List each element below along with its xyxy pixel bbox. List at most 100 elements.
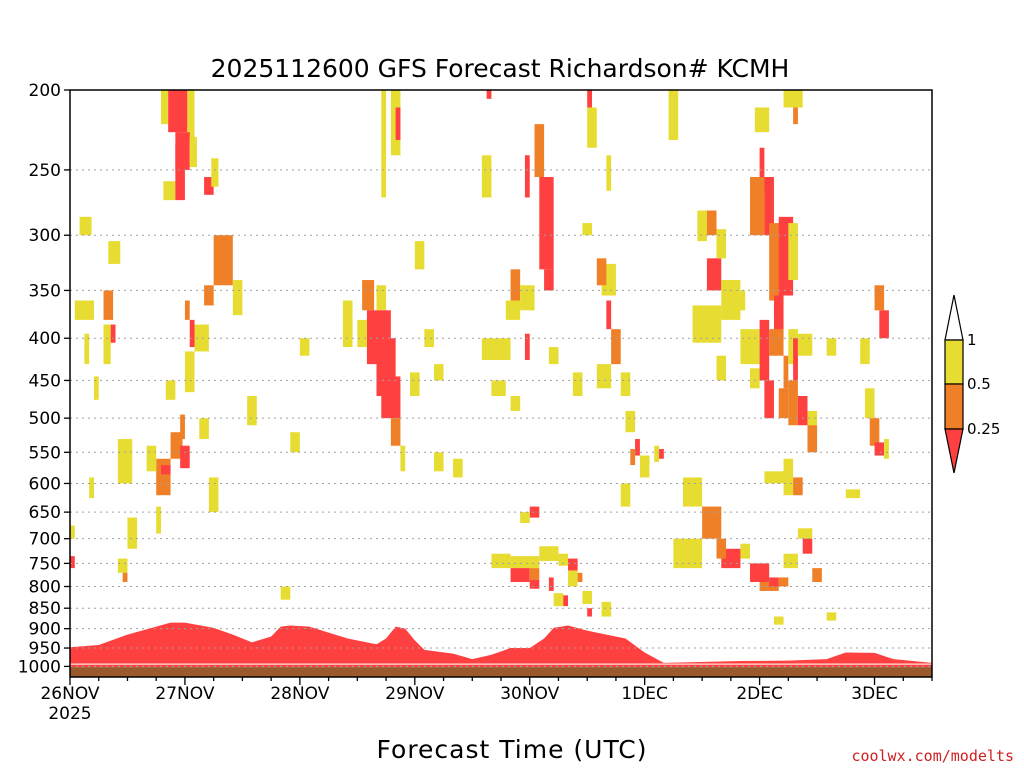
- heatmap-cell-orange: [793, 107, 798, 125]
- heatmap-cell-yellow: [682, 477, 703, 507]
- heatmap-cell-yellow: [342, 300, 353, 348]
- heatmap-cell-yellow: [520, 512, 530, 523]
- heatmap-cell-orange: [156, 458, 171, 496]
- y-tick-label-700: 700: [29, 530, 61, 550]
- heatmap-cell-orange: [769, 329, 784, 356]
- y-axis: 200 250 300 350 400 450 500 550 600 650 700 750 8008…: [18, 81, 70, 677]
- heatmap-cell-yellow: [163, 181, 176, 201]
- y-tick-label-250: 250: [29, 161, 61, 181]
- ground-layer: [70, 667, 932, 677]
- heatmap-cell-yellow: [620, 483, 631, 507]
- heatmap-cell-yellow: [165, 380, 176, 400]
- heatmap-cell-red: [769, 577, 779, 587]
- y-tick-label-450: 450: [29, 371, 61, 391]
- heatmap-cell-orange: [630, 449, 636, 466]
- heatmap-cell-orange: [750, 177, 765, 236]
- heatmap-cell-red: [563, 595, 569, 607]
- heatmap-cell-yellow: [453, 458, 463, 478]
- heatmap-cell-yellow: [845, 489, 861, 499]
- heatmap-cell-yellow: [639, 455, 650, 478]
- heatmap-cell-orange: [362, 280, 375, 311]
- x-tick-label: 28NOV: [270, 684, 329, 704]
- heatmap-cell-yellow: [668, 90, 679, 141]
- heatmap-cell-yellow: [773, 616, 784, 625]
- heatmap-cell-orange: [716, 538, 727, 559]
- heatmap-cell-yellow: [539, 546, 559, 561]
- legend-label: 0.5: [967, 375, 991, 393]
- heatmap-cell-orange: [869, 418, 880, 446]
- heatmap-cell-red: [759, 147, 765, 191]
- heatmap-cell-orange: [778, 388, 789, 419]
- heatmap-cell-yellow: [74, 300, 94, 320]
- heatmap-cell-yellow: [117, 558, 128, 573]
- heatmap-cell-orange: [759, 581, 779, 591]
- heatmap-cell-yellow: [587, 107, 597, 148]
- heatmap-cell-orange: [180, 414, 185, 440]
- heatmap-cell-red: [189, 319, 195, 348]
- heatmap-cell-orange: [213, 235, 233, 286]
- heatmap-cell-yellow: [400, 445, 406, 472]
- heatmap-cell-yellow: [625, 410, 636, 433]
- heatmap-cell-yellow: [156, 506, 161, 534]
- heatmap-cell-yellow: [199, 418, 209, 440]
- heatmap-cell-yellow: [491, 553, 511, 569]
- heatmap-cells: [70, 90, 889, 625]
- heatmap-cell-red: [168, 90, 188, 133]
- heatmap-cell-yellow: [510, 556, 540, 569]
- heatmap-cell-yellow: [692, 305, 722, 343]
- heatmap-cell-red: [539, 177, 554, 270]
- heatmap-cell-yellow: [750, 368, 760, 389]
- chart-title: 2025112600 GFS Forecast Richardson# KCMH: [211, 54, 790, 83]
- heatmap-cell-yellow: [797, 333, 813, 356]
- heatmap-cell-yellow: [70, 525, 75, 539]
- heatmap-cell-red: [529, 506, 540, 518]
- heatmap-cell-orange: [122, 572, 128, 582]
- legend-swatch-yellow: [944, 339, 964, 385]
- heatmap-cell-red: [802, 538, 813, 554]
- heatmap-cell-yellow: [117, 439, 133, 484]
- heatmap-cell-red: [706, 258, 722, 291]
- heatmap-cell-orange: [788, 380, 798, 426]
- heatmap-cell-yellow: [290, 432, 300, 453]
- heatmap-cell-orange: [184, 300, 190, 320]
- heatmap-cell-yellow: [807, 410, 818, 440]
- heatmap-cell-orange: [778, 577, 789, 587]
- heatmap-cell-yellow: [548, 347, 559, 365]
- heatmap-cell-orange: [534, 124, 545, 178]
- heatmap-cell-yellow: [433, 364, 444, 381]
- heatmap-cell-yellow: [187, 90, 195, 141]
- legend: 1 0.5 0.25: [944, 294, 1000, 474]
- heatmap-cell-yellow: [520, 285, 535, 311]
- credit-text[interactable]: coolwx.com/modelts: [851, 747, 1014, 765]
- heatmap-cell-yellow: [160, 90, 169, 125]
- heatmap-cell-yellow: [740, 543, 751, 559]
- heatmap-cell-red: [587, 90, 592, 108]
- heatmap-cell-orange: [783, 355, 789, 389]
- heatmap-cell-red: [180, 445, 190, 469]
- heatmap-cell-yellow: [84, 333, 90, 365]
- heatmap-cell-yellow: [381, 90, 387, 198]
- heatmap-cell-yellow: [194, 324, 209, 352]
- legend-swatch-orange: [944, 383, 964, 430]
- y-tick-label-350: 350: [29, 281, 61, 301]
- heatmap-cell-yellow: [103, 324, 111, 365]
- heatmap-cell-yellow: [89, 477, 94, 499]
- x-tick-label: 1DEC: [621, 684, 668, 704]
- y-tick-label-550: 550: [29, 443, 61, 463]
- heatmap-cell-yellow: [826, 338, 837, 356]
- heatmap-cell-yellow: [414, 241, 425, 270]
- heatmap-cell-yellow: [93, 376, 99, 400]
- x-tick-label: 26NOV: [40, 684, 99, 704]
- heatmap-cell-red: [659, 449, 664, 459]
- heatmap-cell-yellow: [797, 528, 813, 539]
- heatmap-cell-yellow: [558, 553, 569, 566]
- heatmap-cell-red: [750, 563, 770, 582]
- heatmap-cell-orange: [874, 285, 885, 311]
- heatmap-cell-yellow: [357, 319, 367, 348]
- heatmap-cell-yellow: [783, 553, 798, 569]
- heatmap-cell-red: [764, 177, 774, 236]
- heatmap-cell-red: [606, 300, 612, 330]
- heatmap-cell-yellow: [582, 590, 592, 604]
- heatmap-cell-red: [175, 143, 185, 201]
